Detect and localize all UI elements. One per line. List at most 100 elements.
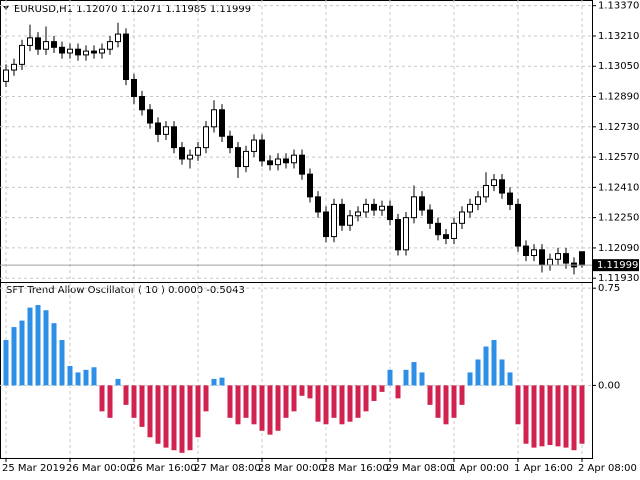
histogram-bar <box>203 385 209 412</box>
y-tick-label: 1.12570 <box>598 152 639 163</box>
candle-body <box>27 37 33 46</box>
histogram-bar <box>307 385 313 399</box>
y-tick-label: 1.13370 <box>598 1 639 12</box>
candle-body <box>147 109 153 124</box>
candle-body <box>387 205 393 221</box>
histogram-bar <box>27 307 33 386</box>
candle-body <box>315 196 321 213</box>
histogram-bar <box>211 378 217 386</box>
histogram-bar <box>419 372 425 386</box>
candle-body <box>155 122 161 135</box>
histogram-bar <box>91 367 97 386</box>
histogram-bar <box>67 365 73 386</box>
histogram-bar <box>435 385 441 418</box>
y-tick-label: 1.12090 <box>598 243 639 254</box>
histogram-bar <box>51 323 57 386</box>
histogram-bar <box>515 385 521 425</box>
candle-body <box>523 245 529 257</box>
histogram-bar <box>539 385 545 447</box>
candle-body <box>227 135 233 149</box>
histogram-bar <box>443 385 449 425</box>
oscillator-title: SFT Trend Allow Oscillator ( 10 ) 0.0000… <box>6 285 245 296</box>
x-tick-label: 28 Mar 16:00 <box>322 463 389 474</box>
histogram-bar <box>283 385 289 418</box>
candle-body <box>91 50 97 54</box>
candle-body <box>163 126 169 135</box>
candle-body <box>67 48 73 54</box>
candle-body <box>459 211 465 224</box>
candle-body <box>123 33 129 80</box>
candle-body <box>355 211 361 217</box>
histogram-bar <box>179 385 185 453</box>
candle-body <box>219 109 225 137</box>
histogram-bar <box>475 359 481 386</box>
candle-body <box>259 139 265 162</box>
candle-body <box>171 126 177 149</box>
candle-body <box>491 179 497 186</box>
histogram-bar <box>163 385 169 448</box>
histogram-bar <box>235 385 241 425</box>
histogram-bar <box>83 369 89 386</box>
candle-body <box>419 196 425 211</box>
candle-body <box>75 48 81 56</box>
histogram-bar <box>459 385 465 405</box>
histogram-bar <box>315 385 321 422</box>
histogram-bar <box>339 385 345 425</box>
histogram-bar <box>19 320 25 386</box>
histogram-bar <box>387 369 393 386</box>
candle-body <box>579 251 585 266</box>
candle-body <box>363 203 369 213</box>
y-tick-label: 1.12890 <box>598 92 639 103</box>
candle-body <box>371 203 377 211</box>
y-tick-label: 1.13050 <box>598 61 639 72</box>
candle-body <box>307 173 313 198</box>
x-tick-label: 27 Mar 08:00 <box>194 463 261 474</box>
candle-body <box>35 37 41 50</box>
y-tick-label: 1.13210 <box>598 31 639 42</box>
y-tick-label: 0.00 <box>598 380 620 391</box>
histogram-bar <box>155 385 161 444</box>
histogram-bar <box>371 385 377 401</box>
y-tick-label: 1.11930 <box>598 273 639 284</box>
candle-body <box>467 203 473 213</box>
chart-title: EURUSD,H1 1.12070 1.12071 1.11985 1.1199… <box>14 4 251 15</box>
candle-body <box>547 258 553 266</box>
histogram-bar <box>579 385 585 444</box>
histogram-bar <box>363 385 369 412</box>
candle-body <box>107 41 113 50</box>
last-price-label: 1.11999 <box>597 260 638 271</box>
candle-body <box>475 196 481 205</box>
histogram-bar <box>531 385 537 448</box>
histogram-bar <box>187 385 193 451</box>
candle-body <box>3 69 9 82</box>
histogram-bar <box>251 385 257 425</box>
candle-body <box>211 109 217 128</box>
histogram-bar <box>99 385 105 412</box>
histogram-bar <box>75 372 81 386</box>
candle-body <box>395 219 401 251</box>
candle-body <box>99 48 105 54</box>
candle-body <box>83 50 89 56</box>
candle-body <box>299 154 305 175</box>
candle-body <box>507 192 513 205</box>
candle-body <box>243 150 249 168</box>
candle-body <box>347 215 353 226</box>
x-tick-label: 1 Apr 16:00 <box>514 463 573 474</box>
y-tick-label: 0.75 <box>598 283 620 294</box>
histogram-bar <box>395 385 401 399</box>
candle-body <box>19 44 25 65</box>
candle-body <box>563 253 569 264</box>
candle-body <box>331 203 337 238</box>
histogram-bar <box>491 340 497 386</box>
histogram-bar <box>219 377 225 386</box>
histogram-bar <box>379 385 385 392</box>
candle-body <box>51 41 57 48</box>
candle-body <box>43 41 49 50</box>
histogram-bar <box>571 385 577 451</box>
x-tick-label: 1 Apr 00:00 <box>450 463 509 474</box>
histogram-bar <box>43 310 49 386</box>
histogram-bar <box>243 385 249 418</box>
candle-body <box>275 158 281 166</box>
histogram-bar <box>547 385 553 446</box>
histogram-bar <box>347 385 353 422</box>
